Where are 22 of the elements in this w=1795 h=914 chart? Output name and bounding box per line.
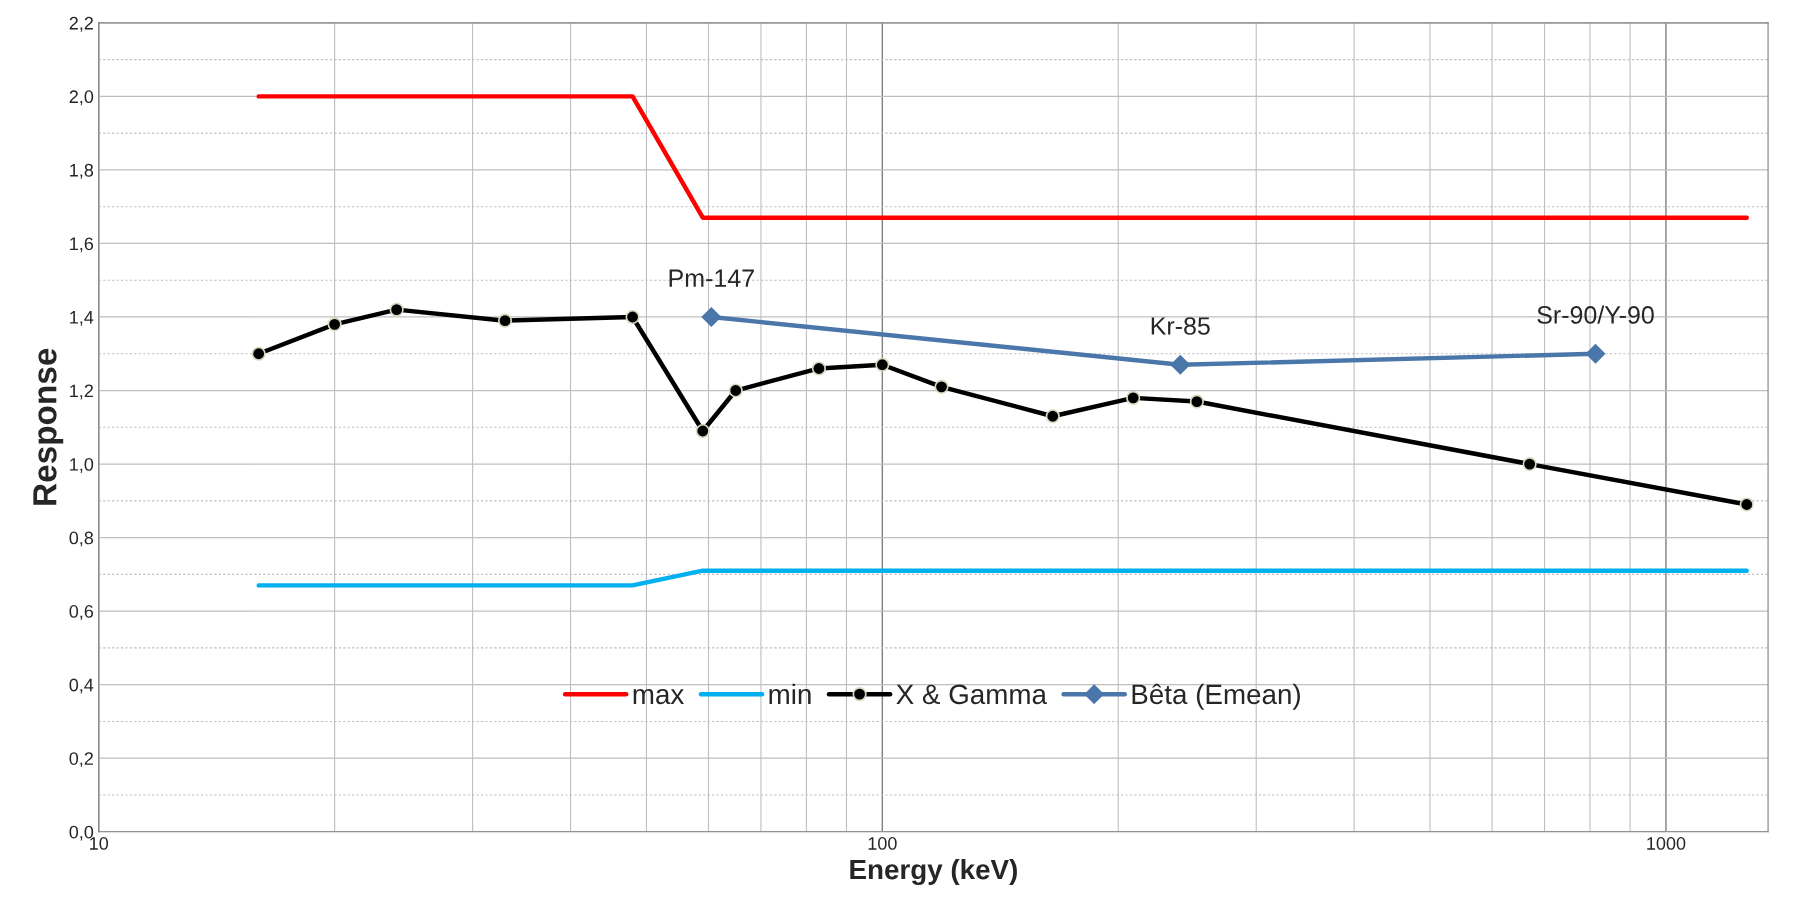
annotation: Kr-85 [1151, 317, 1210, 335]
legend-label: max [633, 688, 684, 705]
x-axis-title: Energy (keV) [850, 858, 1017, 885]
annotation: Pm-147 [669, 269, 754, 287]
y-tick-label: 2,0 [69, 90, 94, 106]
y-tick-label: 1,6 [70, 237, 94, 253]
y-tick-label: 1,2 [70, 384, 93, 400]
x-tick-label: 1000 [1647, 837, 1686, 850]
x-tick-label: 100 [868, 837, 897, 850]
legend-label: X & Gamma [896, 684, 1047, 705]
annotation: Sr-90/Y-90 [1537, 305, 1654, 324]
legend-label: min [769, 683, 811, 704]
y-tick-label: 0,2 [69, 752, 93, 768]
y-tick-label: 0,4 [69, 678, 94, 694]
y-tick-label: 0,8 [69, 531, 94, 547]
y-tick-label: 1,0 [70, 458, 94, 473]
y-tick-label: 1,8 [70, 163, 94, 179]
legend-label: Bêta (Emean) [1132, 683, 1300, 710]
y-tick-label: 0,6 [69, 605, 94, 620]
y-tick-label: 2,2 [69, 16, 93, 32]
y-tick-label: 1,4 [70, 311, 94, 326]
y-axis-title: Response [33, 348, 64, 505]
